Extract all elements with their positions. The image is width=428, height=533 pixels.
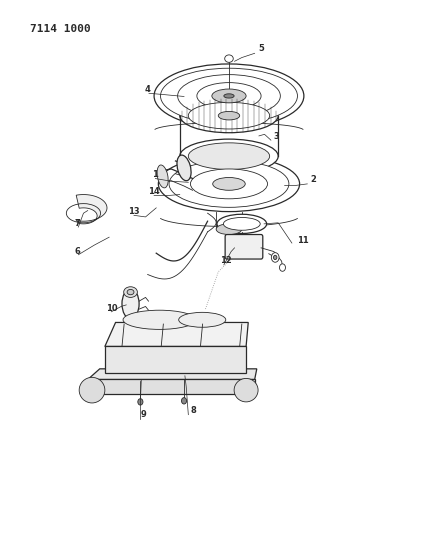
Text: 1: 1 — [152, 170, 158, 179]
Ellipse shape — [122, 289, 139, 319]
Ellipse shape — [124, 287, 137, 297]
Text: 11: 11 — [297, 236, 308, 245]
FancyBboxPatch shape — [225, 235, 263, 259]
Ellipse shape — [177, 155, 191, 181]
Text: 13: 13 — [128, 207, 140, 216]
Ellipse shape — [180, 139, 278, 173]
Ellipse shape — [218, 111, 240, 120]
Text: 3: 3 — [274, 132, 279, 141]
Ellipse shape — [179, 312, 226, 327]
Ellipse shape — [127, 289, 134, 295]
Text: 14: 14 — [148, 187, 159, 196]
Ellipse shape — [123, 310, 196, 329]
Ellipse shape — [79, 377, 105, 403]
Ellipse shape — [271, 253, 279, 262]
Ellipse shape — [154, 64, 304, 128]
Ellipse shape — [223, 217, 260, 230]
Text: 9: 9 — [140, 410, 146, 419]
Polygon shape — [105, 322, 248, 346]
Text: 6: 6 — [75, 247, 81, 256]
Ellipse shape — [160, 68, 297, 124]
Ellipse shape — [188, 143, 270, 169]
Ellipse shape — [138, 399, 143, 405]
Text: 4: 4 — [145, 85, 151, 94]
Ellipse shape — [178, 75, 280, 117]
Text: 5: 5 — [258, 44, 264, 53]
Ellipse shape — [224, 94, 234, 98]
Ellipse shape — [188, 102, 270, 129]
Text: 8: 8 — [190, 406, 196, 415]
Text: 12: 12 — [220, 256, 231, 265]
Polygon shape — [76, 195, 107, 224]
Ellipse shape — [273, 255, 277, 260]
Ellipse shape — [234, 378, 258, 402]
Text: 2: 2 — [310, 175, 316, 184]
Ellipse shape — [213, 177, 245, 190]
Polygon shape — [88, 369, 257, 379]
Ellipse shape — [190, 169, 268, 199]
Ellipse shape — [169, 160, 289, 207]
Polygon shape — [88, 379, 255, 394]
Ellipse shape — [216, 224, 242, 235]
Text: 7: 7 — [75, 219, 80, 228]
Polygon shape — [105, 346, 246, 373]
Ellipse shape — [212, 89, 246, 103]
Ellipse shape — [225, 55, 233, 62]
Ellipse shape — [158, 156, 300, 212]
Ellipse shape — [157, 165, 168, 188]
Ellipse shape — [197, 83, 261, 109]
Text: 7114 1000: 7114 1000 — [30, 24, 91, 34]
Ellipse shape — [180, 99, 278, 133]
Ellipse shape — [279, 264, 285, 271]
Text: 10: 10 — [106, 304, 118, 313]
Ellipse shape — [181, 398, 187, 404]
Ellipse shape — [217, 214, 267, 233]
